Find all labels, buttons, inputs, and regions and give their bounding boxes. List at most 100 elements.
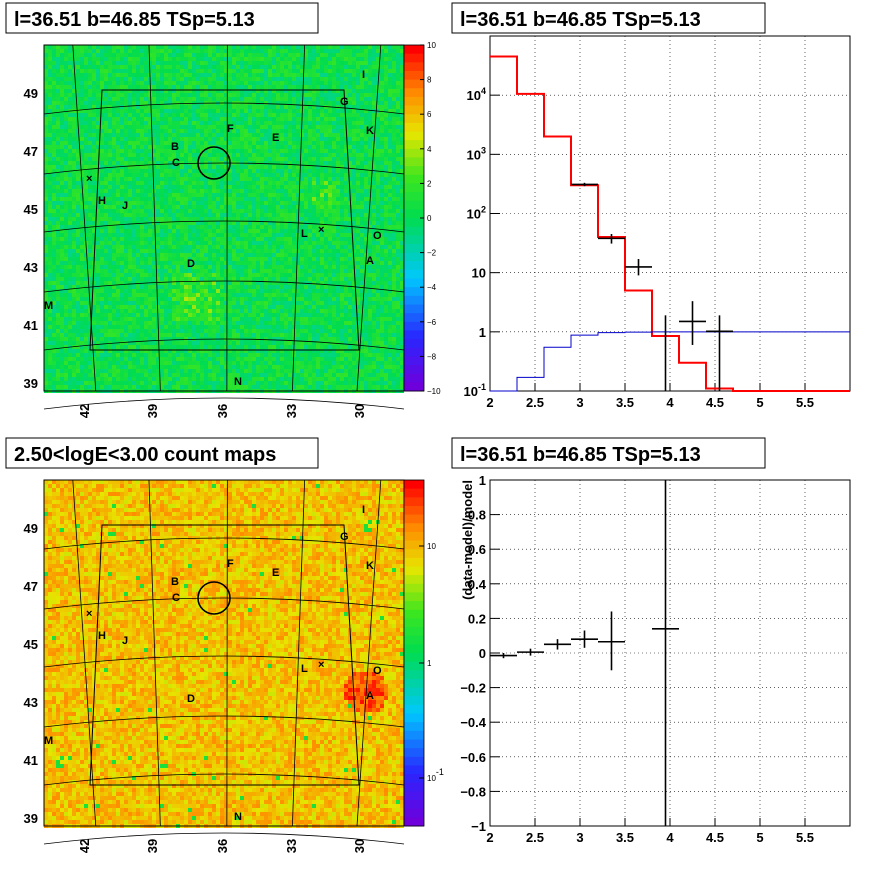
sig-map-ytick-1: 47 [24,144,38,159]
residual-ylabel: (data-model)/model [460,480,475,600]
count-map-marker-1: × [86,608,92,620]
residual-point-0 [490,653,517,659]
count-map-source-L: L [301,663,308,675]
sig-map-xtick-1: 39 [145,404,160,418]
count-map-source-H: H [98,630,106,642]
count-map-cbar-tick-2: 10-1 [427,767,444,783]
spectrum-xtick-4: 4 [666,395,674,410]
residual-ytick-7: −0.4 [460,715,486,730]
residual: 2 2.5 3 3.5 4 4.5 5 5.5 1 0.8 0.6 0.4 0.2 0 −0.2 −0.4 −0… [460,473,851,845]
lat-line-4 [43,773,405,786]
sig-map-roi [89,89,360,351]
sig-map-marker-1: × [86,173,92,185]
count-map-source-E: E [272,567,279,579]
sig-map-ytick-4: 41 [24,318,38,333]
residual-point-5 [652,480,679,826]
count-map-ytick-3: 43 [24,695,38,710]
lon-line-4 [356,44,382,392]
residual-ytick-4: 0.2 [468,611,486,626]
count-map-title: 2.50<logE<3.00 count maps [14,444,276,466]
count-map-ytick-4: 41 [24,753,38,768]
sig-map-cbar-tick-4: 2 [427,179,432,188]
spectrum-xtick-0: 2 [486,395,493,410]
sig-map-source-D: D [187,258,195,270]
spectrum-title-box [451,2,766,34]
sig-map-source-B: B [171,141,179,153]
count-map-source-I: I [362,504,365,516]
count-map-source-B: B [171,576,179,588]
sig-map-source-G: G [340,96,349,108]
lat-line-5 [43,832,405,845]
spectrum-ytick-3: 102 [467,205,486,222]
count-map-source-J: J [122,635,128,647]
residual-ytick-9: −0.8 [460,784,486,799]
sig-map-cbar-tick-10: −10 [427,387,441,396]
sig-map-cbar-tick-5: 0 [427,214,432,223]
count-map-pixels [44,480,404,828]
count-map-xtick-4: 30 [352,839,367,853]
residual-title: l=36.51 b=46.85 TSp=5.13 [460,444,701,466]
sig-map-ytick-0: 49 [24,86,38,101]
count-map-xtick-1: 39 [145,839,160,853]
count-map-target-circle [197,581,231,615]
count-map-coord-grid [43,479,405,845]
count-map: I G F E K BC H J L O A D M N × × 42 39 36 33 30 49 47 45 43 41 39 [24,479,405,853]
lat-line-1 [43,162,405,175]
sig-map-xtick-3: 33 [284,404,299,418]
residual-point-1 [517,648,544,656]
count-map-source-K: K [366,560,374,572]
lat-line-4 [43,338,405,351]
count-map-source-O: O [373,665,382,677]
sig-map-cbar-tick-7: −4 [427,283,437,292]
count-map-source-N: N [234,811,242,823]
sig-map-source-H: H [98,195,106,207]
sig-map-cbar-tick-1: 8 [427,76,432,85]
spectrum-point-0 [571,182,598,187]
lon-line-4 [356,479,382,827]
count-map-source-A: A [366,690,374,702]
spectrum-xtick-2: 3 [576,395,583,410]
lon-line-3 [292,44,306,392]
residual-grid [490,480,850,826]
count-map-xtick-3: 33 [284,839,299,853]
spectrum-point-5 [706,315,733,391]
sig-map-title: l=36.51 b=46.85 TSp=5.13 [14,9,255,31]
count-map-source-G: G [340,531,349,543]
residual-xtick-4: 4 [666,830,674,845]
lat-line-2 [43,220,405,233]
lat-line-0 [43,102,405,115]
lat-line-1 [43,597,405,610]
spectrum-point-1 [598,234,625,244]
sig-map-xtick-4: 30 [352,404,367,418]
spectrum-xtick-3: 3.5 [616,395,634,410]
sig-map-source-C: C [172,157,180,169]
sig-map-target-circle [197,146,231,180]
spectrum-ytick-0: 10-1 [464,382,486,399]
lon-line-2 [226,44,228,392]
count-map-ytick-2: 45 [24,637,38,652]
spectrum-xtick-6: 5 [756,395,763,410]
spectrum-title: l=36.51 b=46.85 TSp=5.13 [460,9,701,31]
spectrum-series-red [490,55,850,392]
sig-map-cbar-tick-6: −2 [427,249,437,258]
count-map-source-D: D [187,693,195,705]
sig-map-marker-2: × [318,224,324,236]
sig-map-cbar-tick-8: −6 [427,318,437,327]
sig-map-coord-grid [43,44,405,410]
residual-title-box [451,437,766,469]
sig-map-cbar-tick-9: −8 [427,352,437,361]
count-map-colorbar: 10 1 10-1 [403,479,444,827]
sig-map-source-I: I [362,69,365,81]
lon-line-0 [72,44,97,392]
lon-line-2 [226,479,228,827]
spectrum-point-4 [679,301,706,345]
spectrum-xtick-1: 2.5 [526,395,544,410]
spectrum-xtick-7: 5.5 [796,395,814,410]
residual-ytick-1: 0.8 [468,508,486,523]
residual-ytick-8: −0.6 [460,750,486,765]
residual-ytick-3: 0.4 [468,577,487,592]
sig-map-ytick-2: 45 [24,202,38,217]
count-map-cbar-tick-0: 10 [427,542,436,551]
sig-map-source-M: M [44,300,53,312]
